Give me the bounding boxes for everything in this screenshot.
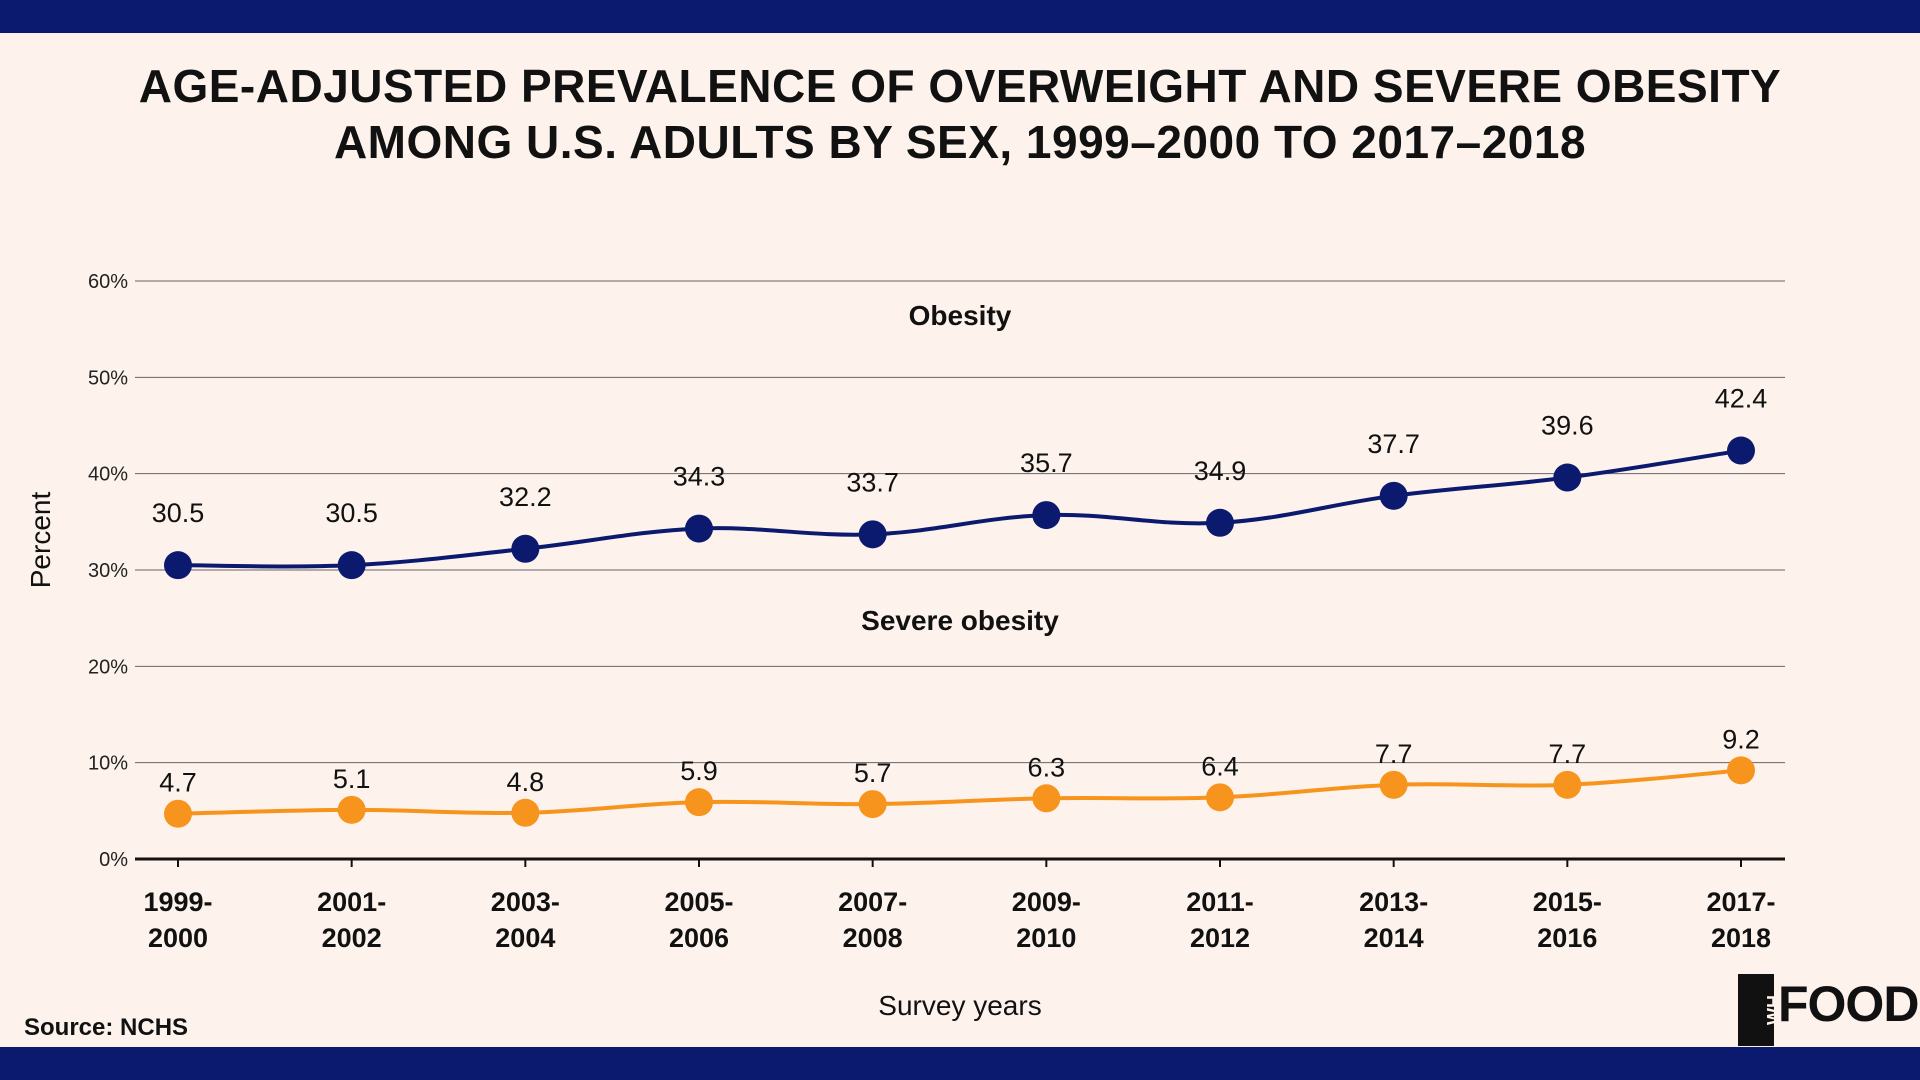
x-tick-label: 2000 [148, 923, 208, 953]
x-tick-label: 2011- [1186, 887, 1254, 917]
x-tick-label: 2006 [669, 923, 729, 953]
y-tick-label: 30% [88, 560, 128, 582]
severe-obesity-line [177, 768, 1742, 816]
x-tick-label: 2016 [1537, 923, 1597, 953]
obesity-data-label: 34.3 [673, 462, 726, 492]
x-tick-label: 1999- [143, 887, 212, 917]
chart-title-line-2: AMONG U.S. ADULTS BY SEX, 1999–2000 TO 2… [333, 116, 1587, 168]
x-tick-label: 2002 [322, 923, 382, 953]
severe-obesity-point [1379, 770, 1408, 799]
source-note: Source: NCHS [24, 1014, 189, 1041]
obesity-data-label: 34.9 [1194, 456, 1247, 486]
x-tick-label: 2009- [1012, 887, 1081, 917]
severe-obesity-series-label: Severe obesity [861, 605, 1059, 636]
obesity-data-label: 35.7 [1020, 448, 1073, 478]
obesity-point [1379, 481, 1408, 510]
obesity-point [1553, 463, 1582, 492]
severe-obesity-data-label: 5.1 [333, 764, 371, 794]
obesity-point [1032, 501, 1061, 530]
obesity-series-label: Obesity [909, 300, 1012, 331]
x-tick-label: 2013- [1359, 887, 1428, 917]
y-tick-label: 0% [99, 849, 128, 871]
severe-obesity-data-label: 4.7 [159, 768, 197, 798]
severe-obesity-point [337, 795, 366, 824]
x-tick-label: 2003- [491, 887, 560, 917]
x-tick-label: 2007- [838, 887, 907, 917]
obesity-point [164, 551, 192, 580]
obesity-data-label: 39.6 [1541, 411, 1594, 441]
y-tick-label: 40% [88, 464, 128, 486]
severe-obesity-data-label: 6.3 [1028, 752, 1066, 782]
obesity-point [858, 520, 887, 549]
top-band [0, 0, 1920, 33]
obesity-point [685, 514, 713, 543]
severe-obesity-point [1553, 770, 1582, 799]
x-tick-label: 2005- [664, 887, 733, 917]
x-tick-label: 2012 [1190, 923, 1250, 953]
obesity-point [337, 551, 366, 580]
logo-mark: WH [1738, 974, 1784, 1046]
severe-obesity-data-label: 5.7 [854, 758, 892, 788]
severe-obesity-point [164, 799, 192, 828]
obesity-data-label: 30.5 [152, 498, 205, 528]
x-tick-label: 2018 [1711, 923, 1771, 953]
x-tick-label: 2014 [1364, 923, 1424, 953]
y-tick-label: 50% [88, 367, 128, 389]
x-axis-label: Survey years [878, 990, 1041, 1021]
y-tick-label: 10% [88, 753, 128, 775]
y-tick-label: 20% [88, 656, 128, 678]
logo-text: FOODS [1778, 976, 1920, 1032]
obesity-point [1206, 508, 1234, 537]
x-tick-label: 2015- [1533, 887, 1602, 917]
chart-title-line-1: AGE-ADJUSTED PREVALENCE OF OVERWEIGHT AN… [138, 60, 1782, 112]
y-tick-label: 60% [88, 271, 128, 293]
severe-obesity-data-label: 7.7 [1375, 739, 1413, 769]
obesity-data-label: 32.2 [499, 482, 552, 512]
y-axis-label: Percent [25, 492, 56, 589]
bottom-band [0, 1047, 1920, 1080]
x-tick-label: 2008 [843, 923, 903, 953]
severe-obesity-point [511, 798, 540, 827]
obesity-line [177, 448, 1742, 569]
obesity-point [1727, 436, 1755, 465]
severe-obesity-point [1032, 784, 1061, 813]
x-tick-label: 2017- [1706, 887, 1775, 917]
severe-obesity-point [1206, 783, 1234, 812]
whfoods-logo: WH FOODS [1738, 970, 1920, 1046]
obesity-point [511, 534, 540, 563]
obesity-data-label: 33.7 [846, 467, 899, 497]
chart-title: AGE-ADJUSTED PREVALENCE OF OVERWEIGHT AN… [0, 58, 1920, 170]
obesity-data-label: 37.7 [1367, 429, 1420, 459]
x-tick-label: 2010 [1016, 923, 1076, 953]
severe-obesity-point [858, 790, 887, 819]
severe-obesity-data-label: 7.7 [1549, 739, 1587, 769]
x-tick-label: 2004 [495, 923, 555, 953]
severe-obesity-data-label: 4.8 [507, 767, 545, 797]
obesity-data-label: 42.4 [1715, 384, 1768, 414]
obesity-data-label: 30.5 [325, 498, 378, 528]
severe-obesity-point [685, 788, 713, 817]
severe-obesity-data-label: 5.9 [680, 756, 718, 786]
severe-obesity-data-label: 6.4 [1201, 751, 1239, 781]
severe-obesity-data-label: 9.2 [1722, 724, 1760, 754]
severe-obesity-point [1727, 756, 1755, 785]
x-tick-label: 2001- [317, 887, 386, 917]
